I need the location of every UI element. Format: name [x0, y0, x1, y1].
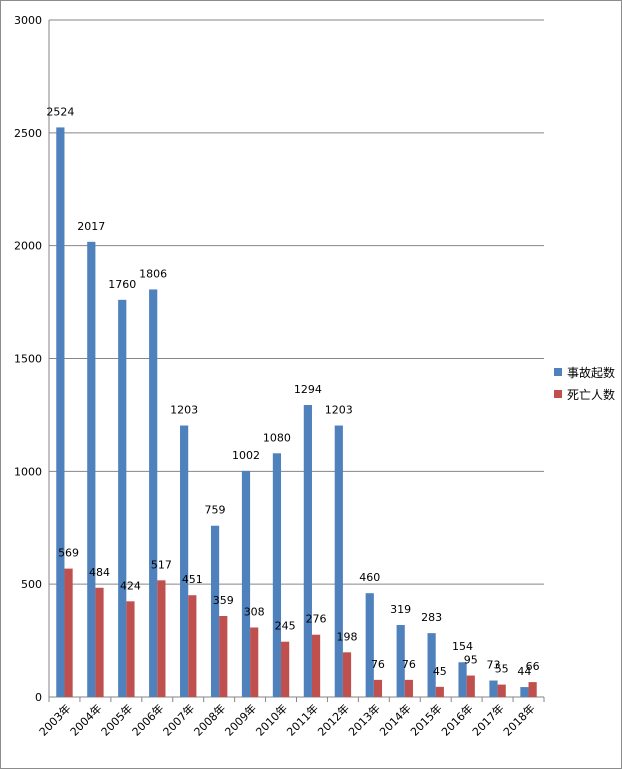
data-label: 424: [120, 579, 141, 592]
bar: [365, 593, 374, 697]
bar: [281, 641, 290, 697]
y-tick-label: 500: [21, 578, 42, 591]
data-label: 460: [359, 571, 380, 584]
data-label: 76: [402, 658, 416, 671]
data-label: 2524: [46, 105, 74, 118]
data-label: 198: [337, 630, 358, 643]
x-tick-label: 2004年: [67, 701, 104, 738]
bar: [157, 580, 166, 697]
bar: [303, 404, 312, 697]
data-label: 759: [205, 504, 226, 517]
x-tick-label: 2017年: [469, 701, 506, 738]
data-label: 1080: [263, 431, 291, 444]
data-label: 569: [58, 547, 79, 560]
bar: [87, 241, 96, 698]
bar: [458, 662, 467, 697]
data-label: 451: [182, 573, 203, 586]
y-tick-label: 2000: [14, 240, 42, 253]
data-label: 1203: [325, 404, 353, 417]
bar: [210, 525, 220, 697]
legend-label: 事故起数: [567, 365, 615, 380]
bar: [250, 627, 259, 697]
bar: [342, 652, 352, 697]
x-tick-label: 2015年: [407, 701, 444, 738]
y-tick-label: 0: [35, 691, 42, 704]
data-label: 1002: [232, 449, 260, 462]
legend-swatch: [554, 390, 562, 398]
bar: [466, 675, 475, 697]
bar: [528, 682, 537, 697]
y-tick-label: 2500: [14, 127, 42, 140]
x-tick-label: 2008年: [191, 701, 228, 738]
bar: [497, 684, 506, 697]
x-tick-label: 2014年: [376, 701, 413, 738]
bar: [126, 601, 135, 697]
bar: [95, 587, 104, 697]
y-tick-label: 1500: [14, 353, 42, 366]
data-label: 73: [486, 659, 500, 672]
data-label: 1806: [139, 267, 167, 280]
data-label: 45: [433, 665, 447, 678]
x-tick-label: 2009年: [222, 701, 259, 738]
y-tick-label: 1000: [14, 465, 42, 478]
bar: [188, 595, 197, 697]
x-tick-label: 2003年: [36, 701, 73, 738]
data-label: 276: [306, 613, 327, 626]
x-tick-label: 2018年: [500, 701, 537, 738]
x-tick-label: 2005年: [98, 701, 135, 738]
bar: [435, 686, 444, 697]
data-label: 2017: [77, 220, 105, 233]
bar: [427, 633, 436, 697]
data-label: 44: [517, 665, 531, 678]
legend-label: 死亡人数: [567, 387, 615, 402]
bar: [118, 299, 127, 697]
bar: [241, 470, 251, 697]
data-label: 66: [526, 660, 540, 673]
data-label: 1294: [294, 383, 322, 396]
x-tick-label: 2016年: [438, 701, 475, 738]
data-label: 154: [452, 640, 473, 653]
y-tick-label: 3000: [14, 14, 42, 27]
bar: [396, 625, 405, 697]
x-tick-label: 2011年: [284, 701, 321, 738]
x-tick-label: 2012年: [315, 701, 352, 738]
data-label: 308: [244, 605, 265, 618]
x-tick-label: 2007年: [160, 701, 197, 738]
bar: [149, 289, 158, 697]
bar: [373, 679, 383, 697]
data-label: 55: [495, 663, 509, 676]
bar: [219, 615, 228, 697]
x-tick-label: 2006年: [129, 701, 166, 738]
x-tick-label: 2013年: [345, 701, 382, 738]
bar: [489, 680, 498, 697]
bar: [520, 687, 529, 697]
bar: [272, 453, 282, 697]
bar: [180, 425, 189, 697]
x-tick-label: 2010年: [253, 701, 290, 738]
data-label: 283: [421, 611, 442, 624]
bar: [334, 425, 343, 697]
data-label: 319: [390, 603, 411, 616]
data-label: 1203: [170, 404, 198, 417]
data-label: 1760: [108, 278, 136, 291]
data-label: 484: [89, 566, 110, 579]
bar: [311, 634, 321, 697]
legend-swatch: [554, 368, 562, 376]
bar: [56, 127, 65, 697]
bar: [64, 568, 73, 697]
bar: [404, 679, 413, 697]
data-label: 95: [464, 654, 478, 667]
data-label: 245: [275, 620, 296, 633]
data-label: 359: [213, 594, 234, 607]
data-label: 76: [371, 658, 385, 671]
data-label: 517: [151, 558, 172, 571]
